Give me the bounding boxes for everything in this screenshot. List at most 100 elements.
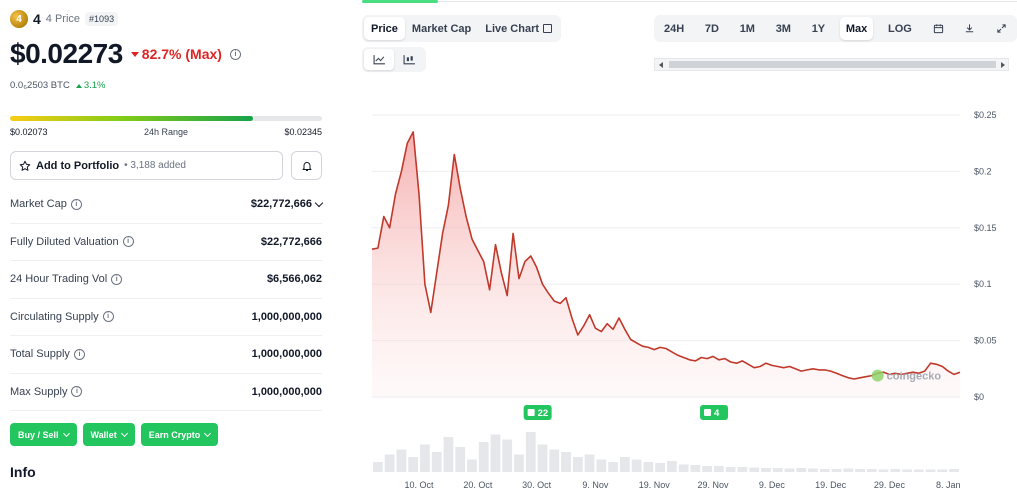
fullscreen-button[interactable] [990,17,1013,40]
stat-label: Fully Diluted Valuation [10,235,119,248]
range-bar [10,116,322,121]
stat-label: 24 Hour Trading Vol [10,273,108,286]
scroll-right-icon[interactable] [1001,62,1005,68]
earn-crypto-button[interactable]: Earn Crypto [140,423,219,446]
chart-scrollbar[interactable] [654,58,1009,71]
volume-bar [749,467,760,472]
volume-bar [890,469,901,472]
coin-subtitle: 4 Price [45,13,81,25]
volume-bar [796,468,807,472]
volume-bar [902,469,912,472]
volume-bar [561,452,571,472]
stat-row-trading-vol: 24 Hour Trading Vol i $6,566,062 [10,261,322,299]
x-tick-label: 19. Dec [815,480,847,490]
scrollbar-thumb[interactable] [669,61,996,68]
event-marker-label: 4 [714,408,720,419]
scroll-left-icon[interactable] [659,62,663,68]
volume-bar [384,454,395,472]
download-icon [966,24,974,33]
tab-price[interactable]: Price [364,17,405,40]
range-bar-fill [10,116,254,121]
chevron-down-icon [204,429,212,437]
price-alert-button[interactable] [291,151,322,180]
volume-bar [514,454,524,472]
stat-row-fdv: Fully Diluted Valuation i $22,772,666 [10,224,322,261]
x-tick-label: 8. Jan [936,480,961,490]
range-max[interactable]: Max [839,17,874,40]
info-icon[interactable]: i [122,236,134,248]
rank-badge: #1093 [85,12,119,26]
x-tick-label: 29. Dec [874,480,906,490]
x-tick-label: 20. Oct [463,480,493,490]
coin-name: 4 [33,11,41,27]
y-tick-label: $0.25 [974,110,997,120]
volume-bar [667,461,677,472]
coingecko-logo-icon [871,369,884,382]
stat-row-market-cap: Market Cap i $22,772,666 [10,186,324,224]
volume-bar [420,444,430,472]
candlestick-icon [403,55,415,65]
event-marker[interactable]: 22 [523,405,552,420]
market-cap-dropdown[interactable]: $22,772,666 [251,198,324,210]
x-tick-label: 29. Nov [698,480,730,490]
price-chart[interactable]: $0.25 $0.2 $0.15 $0.1 $0.05 $0 coingecko 22 4 10.… [362,90,1017,494]
x-tick-label: 9. Dec [759,480,786,490]
volume-bar [584,454,595,472]
add-to-portfolio-button[interactable]: Add to Portfolio • 3,188 added [10,151,283,180]
info-icon[interactable]: i [70,198,82,210]
price-line [371,131,961,380]
event-marker[interactable]: 4 [700,405,729,420]
add-to-portfolio-label: Add to Portfolio [36,159,120,172]
info-icon[interactable]: i [229,48,241,60]
tab-live-chart[interactable]: Live Chart [478,17,559,40]
volume-bar [702,466,713,472]
candlestick-chart-button[interactable] [394,49,424,70]
x-tick-label: 9. Nov [582,480,609,490]
volume-bar [431,452,442,472]
range-1m[interactable]: 1M [739,22,755,35]
volume-bar [808,468,818,472]
volume-bar [949,469,959,472]
volume-bar [467,459,477,472]
y-tick-label: $0.1 [974,279,992,289]
chevron-down-icon [62,429,70,437]
range-24h[interactable]: 24H [664,22,685,35]
range-3m[interactable]: 3M [775,22,791,35]
volume-bar [608,462,618,472]
stat-value: $6,566,062 [266,273,322,286]
range-1y[interactable]: 1Y [811,22,826,35]
tab-market-cap[interactable]: Market Cap [411,22,472,35]
wallet-button[interactable]: Wallet [82,423,135,446]
calendar-button[interactable] [927,17,950,40]
info-icon[interactable]: i [73,348,85,360]
range-log[interactable]: LOG [888,22,912,35]
info-icon[interactable]: i [71,386,83,398]
info-icon[interactable]: i [111,273,123,285]
range-label: 24h Range [143,127,189,137]
volume-bar [866,469,877,472]
y-tick-label: $0.05 [974,336,997,346]
range-7d[interactable]: 7D [704,22,719,35]
stat-value: $22,772,666 [260,235,322,248]
calendar-icon [933,24,943,34]
line-chart-button[interactable] [364,49,394,70]
price-row: $0.02273 82.7% (Max) i [10,38,322,70]
stat-label: Max Supply [10,385,68,398]
volume-bar [643,462,654,472]
buy-sell-button[interactable]: Buy / Sell [10,423,77,446]
chart-type-tabs: Price Market Cap Live Chart [362,15,562,42]
volume-bar [572,457,583,472]
info-icon[interactable]: i [102,311,114,323]
wallet-label: Wallet [90,429,117,440]
volume-bar [678,464,689,472]
volume-bar [631,459,642,472]
newspaper-icon [527,409,535,416]
portfolio-count: • 3,188 added [124,160,186,171]
volume-bar [596,459,607,472]
download-button[interactable] [958,17,981,40]
event-marker-label: 22 [538,408,549,419]
volume-bar [737,467,748,472]
info-heading: Info [10,464,36,480]
volume-bar [537,444,548,472]
chevron-down-icon [314,198,324,207]
